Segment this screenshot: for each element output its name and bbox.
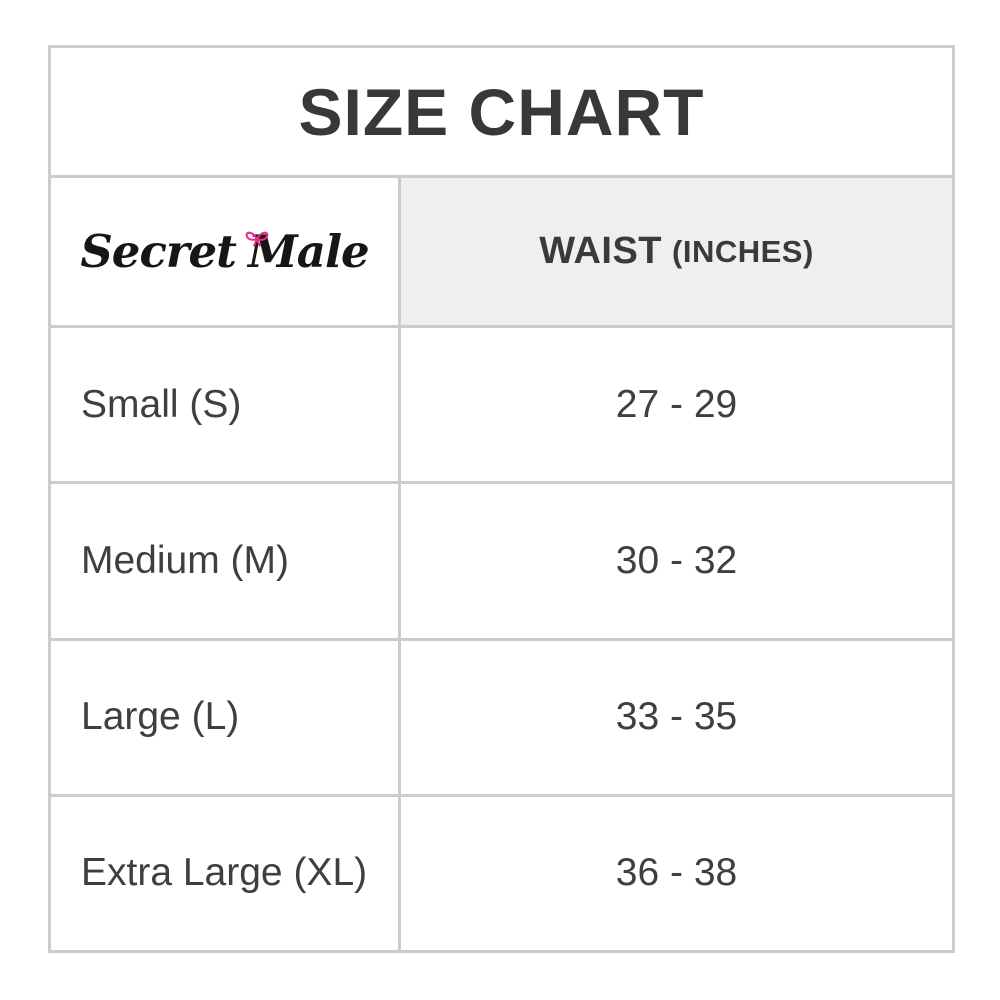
brand-word-male: Male (245, 225, 370, 278)
table-row-size-large: Large (L) (51, 640, 398, 794)
brand-word-male-text: Male (247, 225, 370, 278)
waist-value: 30 - 32 (615, 538, 738, 582)
brand-logo: Secret Male (80, 225, 370, 278)
table-row-waist-small: 27 - 29 (401, 328, 952, 482)
page-title: SIZE CHART (298, 74, 705, 149)
table-row-size-extra-large: Extra Large (XL) (51, 796, 398, 950)
waist-header-label: WAIST (539, 230, 663, 272)
table-row-size-medium: Medium (M) (51, 484, 398, 638)
size-label: Medium (M) (81, 538, 290, 582)
brand-word-secret: Secret (80, 225, 237, 278)
size-label: Large (L) (81, 695, 240, 739)
waist-value: 33 - 35 (615, 695, 738, 739)
brand-logo-cell: Secret Male (51, 178, 398, 325)
title-row: SIZE CHART (51, 48, 952, 175)
size-label: Small (S) (81, 382, 242, 426)
table-row-waist-extra-large: 36 - 38 (401, 796, 952, 950)
size-label: Extra Large (XL) (81, 851, 368, 895)
waist-value: 27 - 29 (615, 382, 738, 426)
bow-icon (242, 208, 272, 261)
waist-header-cell: WAIST (INCHES) (401, 178, 952, 325)
size-chart-table: SIZE CHART Secret Male WAIST (INCHES) Sma… (48, 45, 955, 953)
waist-header-unit: (INCHES) (672, 233, 814, 269)
table-row-waist-large: 33 - 35 (401, 640, 952, 794)
table-row-size-small: Small (S) (51, 328, 398, 482)
table-row-waist-medium: 30 - 32 (401, 484, 952, 638)
waist-value: 36 - 38 (615, 851, 738, 895)
